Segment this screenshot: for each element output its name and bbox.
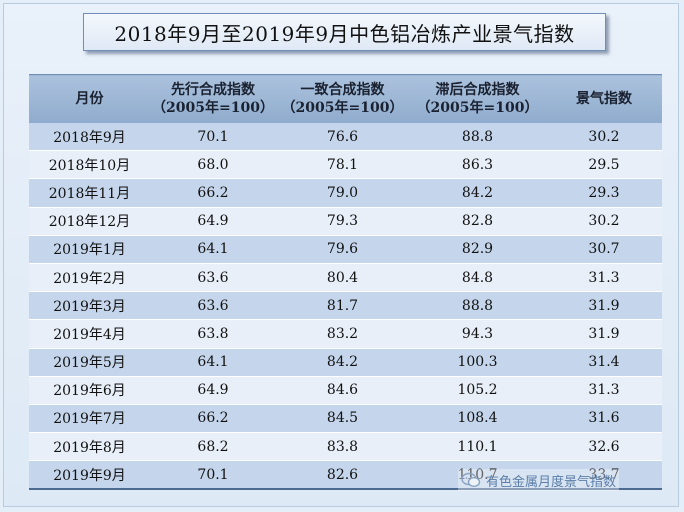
cell-lagging: 82.9	[409, 235, 546, 264]
table-row: 2018年9月 70.1 76.6 88.8 30.2	[29, 123, 662, 152]
cell-coincident: 80.4	[276, 263, 409, 293]
cell-prosperity: 31.3	[546, 376, 662, 405]
cell-month: 2019年8月	[29, 432, 150, 462]
cell-month: 2018年11月	[29, 178, 150, 208]
cell-month: 2019年3月	[29, 291, 150, 321]
cell-coincident: 79.3	[276, 207, 409, 236]
cell-prosperity: 31.3	[546, 263, 662, 293]
cell-prosperity: 32.6	[546, 432, 662, 462]
table-row: 2019年7月 66.2 84.5 108.4 31.6	[29, 404, 662, 434]
cell-lagging: 82.8	[409, 207, 546, 236]
table-row: 2019年3月 63.6 81.7 88.8 31.9	[29, 291, 662, 321]
cell-month: 2019年5月	[29, 348, 150, 377]
cell-leading: 68.0	[150, 150, 276, 180]
cell-month: 2018年10月	[29, 150, 150, 180]
watermark-text: 有色金属月度景气指数	[486, 474, 617, 490]
table-row: 2018年12月 64.9 79.3 82.8 30.2	[29, 207, 662, 236]
table-row: 2019年2月 63.6 80.4 84.8 31.3	[29, 263, 662, 293]
cell-month: 2019年7月	[29, 404, 150, 434]
header-label: 先行合成指数	[171, 82, 255, 98]
cell-leading: 64.1	[150, 348, 276, 377]
cell-month: 2019年2月	[29, 263, 150, 293]
table-row: 2019年5月 64.1 84.2 100.3 31.4	[29, 348, 662, 377]
cell-prosperity: 29.5	[546, 150, 662, 180]
cell-coincident: 82.6	[276, 460, 409, 491]
cell-month: 2019年1月	[29, 235, 150, 264]
header-base-note: （2005年=100）	[416, 100, 539, 116]
cell-month: 2019年4月	[29, 319, 150, 349]
cell-coincident: 79.0	[276, 178, 409, 208]
header-coincident-index: 一致合成指数 （2005年=100）	[276, 74, 409, 123]
cell-prosperity: 33.7	[546, 460, 662, 491]
cell-month: 2018年9月	[29, 123, 150, 152]
header-label: 一致合成指数	[300, 82, 385, 98]
cell-prosperity: 31.4	[546, 348, 662, 377]
header-label: 滞后合成指数	[435, 82, 520, 98]
cell-lagging: 84.2	[409, 178, 546, 208]
cell-coincident: 83.8	[276, 432, 409, 462]
cell-prosperity: 30.7	[546, 235, 662, 264]
cell-leading: 66.2	[150, 178, 276, 208]
table-header-row: 月份 先行合成指数 （2005年=100） 一致合成指数 （2005年=100）…	[29, 74, 662, 123]
cell-lagging: 88.8	[409, 291, 546, 321]
cell-month: 2018年12月	[29, 207, 150, 236]
table-row: 2019年8月 68.2 83.8 110.1 32.6	[29, 432, 662, 462]
cell-leading: 66.2	[150, 404, 276, 434]
cell-month: 2019年9月	[29, 460, 150, 491]
table-row: 2019年4月 63.8 83.2 94.3 31.9	[29, 319, 662, 349]
header-lagging-index: 滞后合成指数 （2005年=100）	[409, 74, 546, 123]
header-label: 景气指数	[576, 91, 632, 107]
cell-prosperity: 29.3	[546, 178, 662, 208]
table-row: 2018年11月 66.2 79.0 84.2 29.3	[29, 178, 662, 208]
header-month: 月份	[29, 74, 150, 123]
table-row: 2018年10月 68.0 78.1 86.3 29.5	[29, 150, 662, 180]
cell-leading: 64.1	[150, 235, 276, 264]
cell-prosperity: 31.9	[546, 291, 662, 321]
cell-leading: 63.8	[150, 319, 276, 349]
cell-lagging: 108.4	[409, 404, 546, 434]
cell-coincident: 79.6	[276, 235, 409, 264]
header-prosperity-index: 景气指数	[546, 74, 662, 123]
table-body: 2018年9月 70.1 76.6 88.8 30.2 2018年10月 68.0 78.1 8…	[29, 123, 662, 491]
cell-lagging: 86.3	[409, 150, 546, 180]
header-leading-index: 先行合成指数 （2005年=100）	[150, 74, 276, 123]
cell-coincident: 81.7	[276, 291, 409, 321]
table-row: 2019年1月 64.1 79.6 82.9 30.7	[29, 235, 662, 264]
header-label: 月份	[75, 91, 104, 107]
cell-lagging: 88.8	[409, 123, 546, 152]
table-row: 2019年6月 64.9 84.6 105.2 31.3	[29, 376, 662, 405]
cell-prosperity: 31.9	[546, 319, 662, 349]
page-title: 2018年9月至2019年9月中色铝冶炼产业景气指数	[83, 13, 606, 51]
cell-leading: 68.2	[150, 432, 276, 462]
cell-lagging: 84.8	[409, 263, 546, 293]
cell-coincident: 84.5	[276, 404, 409, 434]
cell-leading: 63.6	[150, 263, 276, 293]
cell-leading: 70.1	[150, 123, 276, 152]
cell-leading: 64.9	[150, 207, 276, 236]
page-title-text: 2018年9月至2019年9月中色铝冶炼产业景气指数	[114, 21, 575, 46]
cell-coincident: 84.2	[276, 348, 409, 377]
cell-prosperity: 30.2	[546, 207, 662, 236]
cell-prosperity: 30.2	[546, 123, 662, 152]
cell-leading: 63.6	[150, 291, 276, 321]
index-table: 月份 先行合成指数 （2005年=100） 一致合成指数 （2005年=100）…	[29, 74, 662, 491]
cell-lagging: 110.1	[409, 432, 546, 462]
table-row: 2019年9月 70.1 82.6 110.7 33.7	[29, 460, 662, 491]
header-base-note: （2005年=100）	[281, 100, 404, 116]
cell-lagging: 105.2	[409, 376, 546, 405]
cell-leading: 64.9	[150, 376, 276, 405]
wechat-icon	[461, 472, 481, 488]
cell-coincident: 78.1	[276, 150, 409, 180]
cell-coincident: 83.2	[276, 319, 409, 349]
cell-coincident: 76.6	[276, 123, 409, 152]
cell-lagging: 94.3	[409, 319, 546, 349]
cell-prosperity: 31.6	[546, 404, 662, 434]
cell-lagging: 100.3	[409, 348, 546, 377]
cell-coincident: 84.6	[276, 376, 409, 405]
header-base-note: （2005年=100）	[152, 100, 274, 116]
cell-month: 2019年6月	[29, 376, 150, 405]
watermark: 有色金属月度景气指数	[458, 469, 620, 491]
cell-leading: 70.1	[150, 460, 276, 491]
